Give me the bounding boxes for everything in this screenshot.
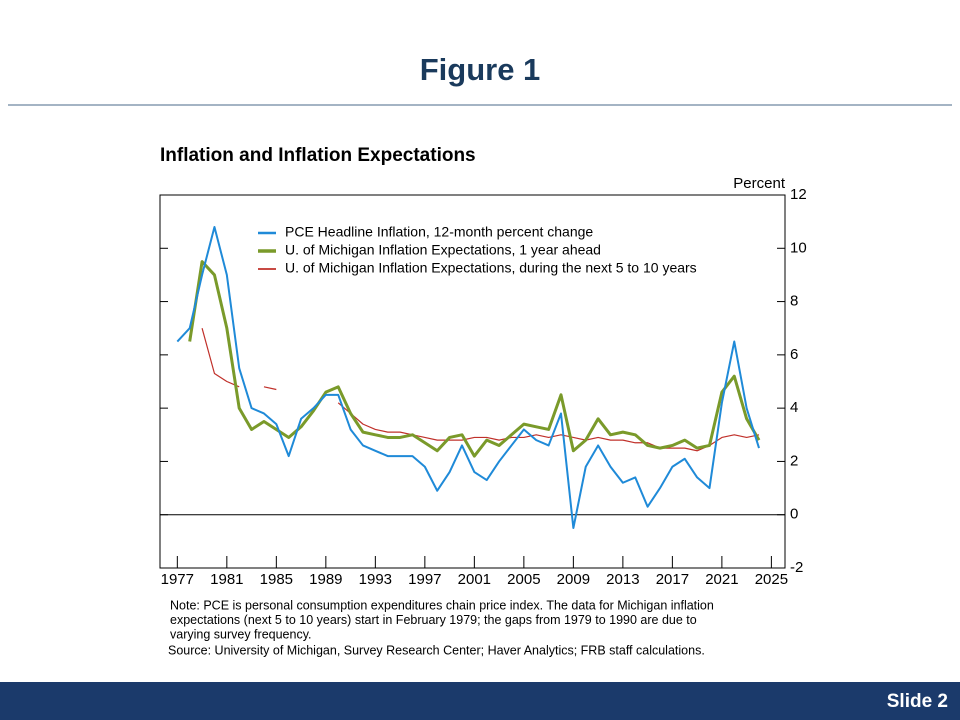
x-tick-label: 2013 — [606, 571, 639, 588]
x-tick-label: 1985 — [260, 571, 293, 588]
y-axis-label: Percent — [733, 175, 786, 192]
x-tick-label: 2005 — [507, 571, 540, 588]
x-tick-label: 1997 — [408, 571, 441, 588]
y-tick-label: 2 — [790, 452, 798, 469]
y-tick-label: 0 — [790, 506, 798, 523]
x-tick-label: 2021 — [705, 571, 738, 588]
x-tick-label: 2025 — [755, 571, 788, 588]
y-tick-label: 10 — [790, 239, 807, 256]
y-tick-label: -2 — [790, 559, 803, 576]
note-line: expectations (next 5 to 10 years) start … — [170, 613, 697, 627]
slide-number: Slide 2 — [887, 691, 948, 712]
note-line: varying survey frequency. — [170, 627, 312, 641]
source-note: Source: University of Michigan, Survey R… — [168, 643, 705, 657]
series-line — [201, 328, 760, 452]
note-line: Note: PCE is personal consumption expend… — [170, 598, 714, 612]
x-tick-label: 2001 — [458, 571, 491, 588]
x-tick-label: 1977 — [161, 571, 194, 588]
y-tick-label: 6 — [790, 346, 798, 363]
series-line — [176, 225, 760, 530]
legend-label: U. of Michigan Inflation Expectations, d… — [285, 260, 697, 276]
series-line — [188, 260, 761, 458]
plot-frame — [159, 194, 786, 569]
chart-title: Inflation and Inflation Expectations — [160, 145, 476, 166]
legend-label: PCE Headline Inflation, 12-month percent… — [285, 224, 593, 240]
x-tick-label: 2017 — [656, 571, 689, 588]
x-tick-label: 1993 — [359, 571, 392, 588]
footer-band — [0, 682, 960, 720]
slide-title: Figure 1 — [420, 52, 541, 87]
x-tick-label: 2009 — [557, 571, 590, 588]
legend-label: U. of Michigan Inflation Expectations, 1… — [285, 242, 601, 258]
y-tick-label: 8 — [790, 293, 798, 310]
x-tick-label: 1989 — [309, 571, 342, 588]
y-tick-label: 4 — [790, 399, 798, 416]
x-tick-label: 1981 — [210, 571, 243, 588]
y-tick-label: 12 — [790, 186, 807, 203]
